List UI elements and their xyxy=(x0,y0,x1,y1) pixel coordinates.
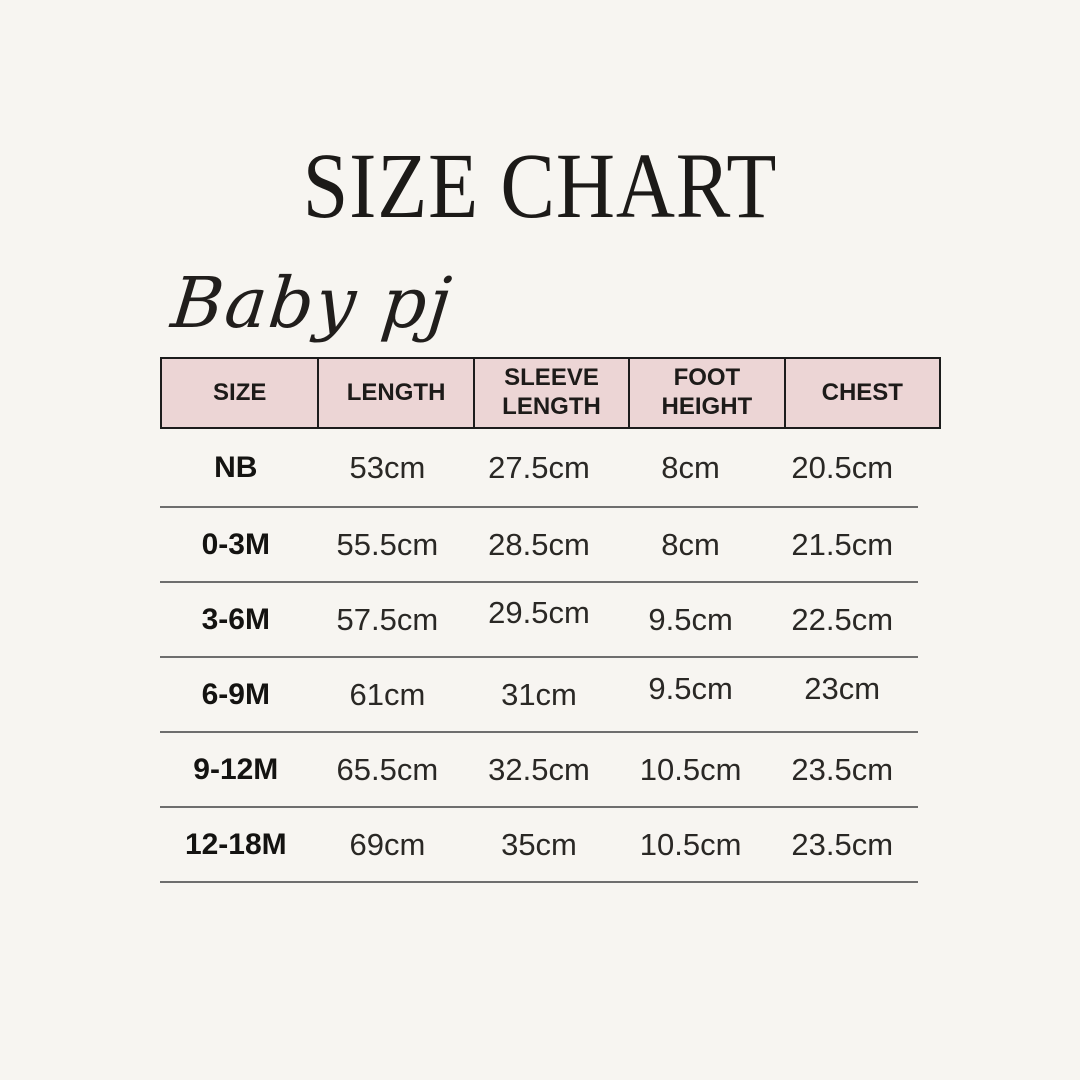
cell-foot-height: 10.5cm xyxy=(639,826,742,862)
cell-foot-height: 9.5cm xyxy=(648,601,733,637)
cell-sleeve-length: 29.5cm xyxy=(488,594,590,630)
cell-size: 3-6M xyxy=(201,602,270,636)
table-header-row: SIZE LENGTH SLEEVE LENGTH FOOT HEIGHT CH… xyxy=(160,357,941,429)
cell-size: 12-18M xyxy=(184,827,287,861)
table-row-nb: NB 53cm 27.5cm 8cm 20.5cm xyxy=(160,429,918,508)
cell-size: 0-3M xyxy=(201,527,270,561)
table-row-3-6m: 3-6M 57.5cm 29.5cm 9.5cm 22.5cm xyxy=(160,583,918,658)
table-row-6-9m: 6-9M 61cm 31cm 9.5cm 23cm xyxy=(160,658,918,733)
cell-size: NB xyxy=(214,450,258,484)
cell-length: 57.5cm xyxy=(336,601,439,637)
column-header-length: LENGTH xyxy=(317,359,472,427)
cell-sleeve-length: 28.5cm xyxy=(488,526,590,562)
cell-chest: 21.5cm xyxy=(791,526,894,562)
brand-script-text: Baby pj xyxy=(167,262,457,344)
size-chart-table: SIZE LENGTH SLEEVE LENGTH FOOT HEIGHT CH… xyxy=(160,357,941,883)
cell-chest: 22.5cm xyxy=(791,601,894,637)
cell-sleeve-length: 32.5cm xyxy=(488,751,590,787)
table-row-9-12m: 9-12M 65.5cm 32.5cm 10.5cm 23.5cm xyxy=(160,733,918,808)
table-row-12-18m: 12-18M 69cm 35cm 10.5cm 23.5cm xyxy=(160,808,918,883)
cell-size: 9-12M xyxy=(193,752,279,786)
cell-sleeve-length: 27.5cm xyxy=(488,449,590,485)
cell-chest: 20.5cm xyxy=(791,449,894,485)
table-body: NB 53cm 27.5cm 8cm 20.5cm 0-3M 55.5cm 28… xyxy=(160,429,918,883)
cell-chest: 23cm xyxy=(804,670,881,706)
column-header-chest: CHEST xyxy=(783,359,939,427)
cell-sleeve-length: 35cm xyxy=(501,826,577,862)
cell-sleeve-length: 31cm xyxy=(501,676,577,712)
cell-foot-height: 9.5cm xyxy=(648,670,733,706)
cell-foot-height: 8cm xyxy=(661,449,720,485)
cell-foot-height: 10.5cm xyxy=(639,751,742,787)
cell-size: 6-9M xyxy=(201,677,270,711)
table-row-0-3m: 0-3M 55.5cm 28.5cm 8cm 21.5cm xyxy=(160,508,918,583)
cell-chest: 23.5cm xyxy=(791,751,894,787)
cell-length: 53cm xyxy=(349,449,426,485)
page-title: SIZE CHART xyxy=(302,135,778,238)
cell-foot-height: 8cm xyxy=(661,526,720,562)
column-header-sleeve-length: SLEEVE LENGTH xyxy=(472,359,628,427)
cell-length: 65.5cm xyxy=(336,751,439,787)
cell-length: 61cm xyxy=(349,676,426,712)
cell-length: 69cm xyxy=(349,826,426,862)
cell-chest: 23.5cm xyxy=(791,826,894,862)
column-header-foot-height: FOOT HEIGHT xyxy=(628,359,783,427)
cell-length: 55.5cm xyxy=(336,526,439,562)
column-header-size: SIZE xyxy=(213,378,267,406)
